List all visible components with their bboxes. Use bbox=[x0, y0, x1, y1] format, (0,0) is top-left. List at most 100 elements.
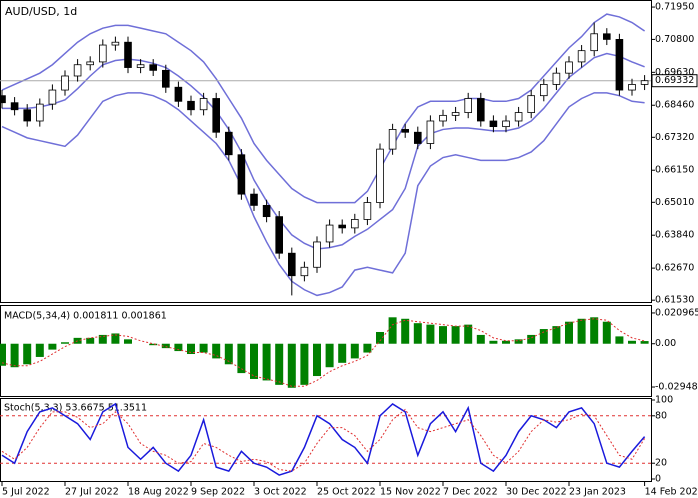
candle-body bbox=[250, 193, 258, 206]
candle-body bbox=[552, 72, 561, 85]
candle-body bbox=[199, 98, 208, 111]
y-tick-label: 0.67320 bbox=[655, 132, 694, 143]
macd-bar bbox=[552, 326, 561, 344]
y-tick-label: 0.62670 bbox=[655, 263, 694, 274]
y-tick-label: 0.69630 bbox=[655, 67, 694, 78]
macd-bar bbox=[413, 323, 422, 344]
y-tick-label: 0 bbox=[655, 474, 661, 485]
macd-bar bbox=[640, 341, 649, 344]
macd-bar bbox=[464, 324, 473, 344]
candle-body bbox=[111, 41, 120, 46]
macd-bar bbox=[187, 343, 195, 355]
macd-bar bbox=[527, 334, 536, 344]
candle-body bbox=[388, 129, 397, 150]
y-tick-label: 0.70800 bbox=[655, 34, 694, 45]
candle-body bbox=[628, 84, 636, 91]
candle-body bbox=[10, 102, 19, 111]
candle-body bbox=[603, 33, 611, 40]
macd-bar bbox=[111, 333, 120, 344]
candle-body bbox=[439, 114, 447, 122]
band-upper bbox=[1, 13, 646, 204]
candle-body bbox=[426, 120, 435, 144]
x-tick-label: 27 Jul 2022 bbox=[65, 487, 119, 498]
macd-bar bbox=[363, 343, 372, 353]
stoch-pane bbox=[0, 398, 652, 482]
macd-bar bbox=[199, 343, 208, 353]
y-tick-label: 80 bbox=[655, 410, 667, 421]
macd-bar bbox=[161, 343, 170, 349]
y-tick-label: -0.029484 bbox=[655, 382, 698, 393]
candle-body bbox=[224, 131, 233, 156]
candle-body bbox=[363, 202, 372, 220]
last-price-box bbox=[651, 74, 698, 88]
x-tick-label: 3 Oct 2022 bbox=[254, 487, 307, 498]
candle-body bbox=[287, 252, 296, 277]
candle-body bbox=[300, 266, 309, 277]
macd-bar bbox=[376, 331, 384, 344]
macd-bar bbox=[212, 343, 221, 359]
candle-body bbox=[187, 100, 195, 111]
macd-bar bbox=[237, 343, 246, 374]
candle-body bbox=[489, 120, 498, 128]
x-tick-label: 25 Oct 2022 bbox=[317, 487, 376, 498]
macd-bar bbox=[313, 343, 321, 377]
macd-bar bbox=[124, 339, 132, 344]
stoch-d bbox=[1, 408, 646, 472]
candle-body bbox=[161, 69, 170, 88]
candle-body bbox=[401, 129, 409, 133]
candle-body bbox=[23, 109, 31, 122]
candle-body bbox=[464, 98, 472, 113]
x-tick-label: 15 Nov 2022 bbox=[380, 487, 441, 498]
macd-bar bbox=[426, 324, 435, 344]
candle-body bbox=[212, 98, 221, 133]
macd-bar bbox=[590, 317, 599, 344]
candle-body bbox=[514, 112, 523, 122]
last-price-label: 0.69332 bbox=[655, 75, 694, 86]
y-tick-label: 0.68460 bbox=[655, 100, 694, 111]
macd-bar bbox=[628, 340, 636, 344]
macd-bar bbox=[615, 336, 624, 344]
candle-body bbox=[313, 241, 321, 268]
candle-body bbox=[640, 80, 649, 85]
candle-body bbox=[99, 44, 107, 63]
candle-body bbox=[237, 154, 246, 195]
macd-bar bbox=[287, 343, 296, 388]
y-tick-label: 0.63840 bbox=[655, 230, 694, 241]
band-middle bbox=[2, 52, 645, 250]
macd-bar bbox=[262, 343, 271, 381]
candle-body bbox=[262, 204, 271, 218]
main-pane bbox=[0, 0, 652, 303]
candle-body bbox=[86, 61, 95, 66]
macd-bar bbox=[350, 343, 359, 359]
y-tick-label: 20 bbox=[655, 458, 667, 469]
y-tick-label: 0.020965 bbox=[655, 307, 698, 318]
macd-bar bbox=[565, 321, 573, 344]
y-tick-label: 100 bbox=[655, 395, 673, 406]
candle-body bbox=[413, 131, 422, 144]
candle-body bbox=[502, 120, 510, 128]
candle-body bbox=[376, 148, 384, 203]
x-tick-label: 30 Dec 2022 bbox=[506, 487, 567, 498]
macd-bar bbox=[439, 326, 447, 344]
macd-bar bbox=[275, 343, 284, 385]
candle-body bbox=[338, 224, 346, 229]
y-tick-label: 0.66150 bbox=[655, 165, 694, 176]
chart-title: AUD/USD, 1d bbox=[5, 5, 77, 18]
macd-title: MACD(5,34,4) 0.001811 0.001861 bbox=[4, 311, 167, 322]
macd-bar bbox=[502, 340, 510, 344]
macd-bar bbox=[602, 321, 611, 344]
macd-bar bbox=[86, 337, 95, 344]
macd-bar bbox=[61, 342, 69, 344]
macd-bar bbox=[224, 343, 233, 365]
macd-bar bbox=[489, 340, 498, 344]
macd-bar bbox=[10, 343, 19, 368]
candle-body bbox=[73, 64, 82, 77]
macd-bar bbox=[338, 343, 347, 363]
y-tick-label: 0.00 bbox=[655, 338, 676, 349]
candle-body bbox=[476, 98, 485, 122]
x-tick-label: 18 Aug 2022 bbox=[128, 487, 189, 498]
candle-body bbox=[174, 86, 183, 102]
x-tick-label: 5 Jul 2022 bbox=[2, 487, 50, 498]
macd-signal bbox=[1, 318, 645, 387]
macd-bar bbox=[35, 343, 44, 357]
